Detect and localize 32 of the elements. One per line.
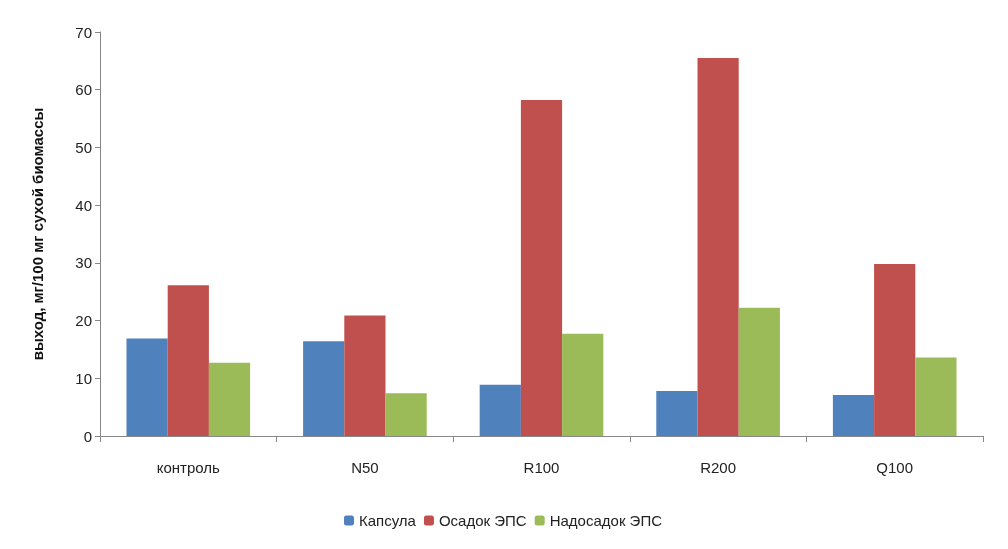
bar — [167, 285, 209, 436]
bar — [303, 341, 345, 436]
bar — [697, 57, 739, 436]
bar — [915, 357, 957, 436]
bar — [479, 384, 521, 436]
legend-label: Надосадок ЭПС — [549, 512, 663, 529]
x-tick-label: N50 — [351, 459, 379, 476]
x-tick-label: Q100 — [876, 459, 914, 476]
legend-label: Капсула — [358, 512, 417, 529]
x-tick-label: контроль — [156, 459, 221, 476]
bar — [874, 264, 916, 436]
x-tick-label: R200 — [700, 459, 737, 476]
bar — [562, 333, 604, 436]
y-tick-label: 0 — [83, 427, 92, 445]
bar — [832, 395, 875, 436]
bar — [208, 362, 251, 436]
bar — [385, 393, 427, 436]
y-axis-title: выход, мг/100 мг сухой биомассы — [29, 107, 46, 361]
bar — [520, 100, 563, 436]
y-tick-label: 60 — [75, 81, 92, 99]
bar — [344, 315, 386, 436]
y-tick-label: 20 — [75, 312, 92, 330]
legend-label: Осадок ЭПС — [438, 512, 527, 529]
bar — [126, 338, 168, 436]
y-tick-label: 30 — [75, 254, 92, 272]
bar — [656, 390, 698, 436]
y-tick-label: 50 — [75, 138, 92, 156]
x-tick-label: R100 — [523, 459, 560, 476]
y-tick-label: 40 — [75, 196, 92, 214]
y-tick-label: 70 — [75, 23, 92, 41]
bar — [738, 307, 780, 436]
y-tick-label: 10 — [75, 369, 92, 387]
